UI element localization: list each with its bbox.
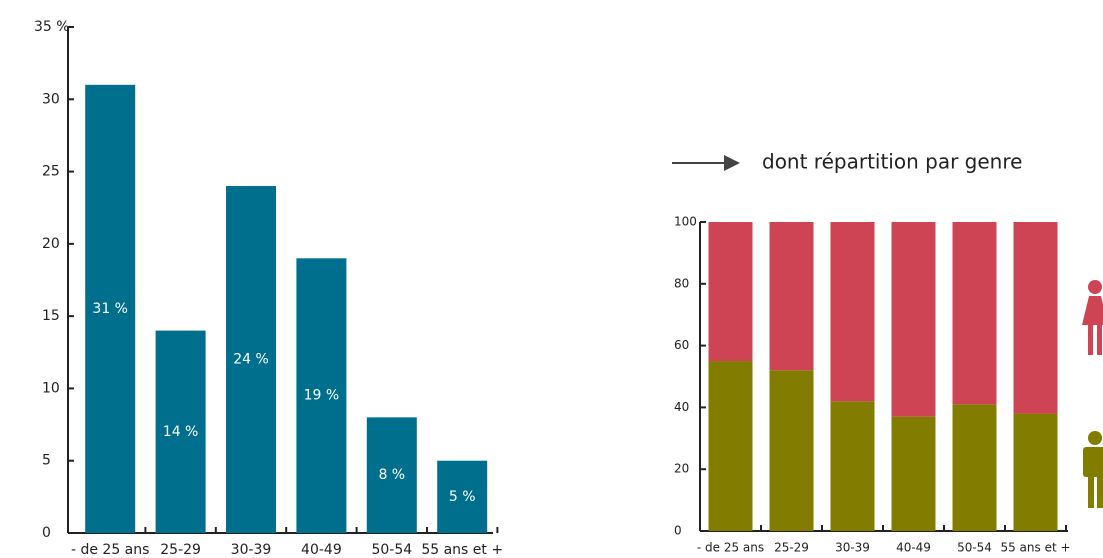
y-tick-label: 20 bbox=[674, 462, 689, 476]
bar-segment bbox=[708, 361, 753, 531]
x-tick-label: 55 ans et + bbox=[1000, 541, 1070, 555]
bar bbox=[155, 330, 206, 533]
bar-segment bbox=[1013, 413, 1058, 531]
y-tick-label: 20 bbox=[42, 236, 60, 252]
bar-segment bbox=[769, 370, 814, 531]
y-tick-label: 15 bbox=[42, 308, 60, 324]
x-tick-label: 55 ans et + bbox=[421, 542, 503, 558]
bar bbox=[296, 258, 347, 533]
value-label: 8 % bbox=[378, 467, 405, 483]
bar-segment bbox=[830, 401, 875, 531]
bar-segment bbox=[769, 222, 814, 371]
bar-segment bbox=[952, 222, 997, 405]
y-tick-label: 5 bbox=[42, 453, 51, 469]
x-tick-label: 30-39 bbox=[231, 542, 272, 558]
x-tick-label: 30-39 bbox=[835, 541, 870, 555]
x-tick-label: 25-29 bbox=[774, 541, 809, 555]
y-tick-label: 10 bbox=[42, 380, 60, 396]
y-tick-label: 100 bbox=[674, 215, 697, 229]
x-tick-label: 50-54 bbox=[957, 541, 992, 555]
male-icon bbox=[1083, 431, 1103, 508]
x-tick-label: 40-49 bbox=[896, 541, 931, 555]
bar-segment bbox=[708, 222, 753, 362]
arrow bbox=[672, 155, 740, 171]
y-tick-label: 0 bbox=[674, 524, 682, 538]
x-tick-label: - de 25 ans bbox=[697, 541, 764, 555]
y-tick-label: 0 bbox=[42, 525, 51, 541]
bar bbox=[85, 84, 136, 533]
y-tick-label: 35 % bbox=[34, 19, 70, 35]
bar bbox=[437, 460, 488, 533]
y-tick-label: 40 bbox=[674, 400, 689, 414]
y-tick-label: 25 bbox=[42, 164, 60, 180]
bar-segment bbox=[1013, 222, 1058, 414]
x-tick-label: - de 25 ans bbox=[71, 542, 149, 558]
value-label: 31 % bbox=[92, 301, 128, 317]
y-tick-label: 30 bbox=[42, 91, 60, 107]
bar-segment bbox=[891, 416, 936, 531]
x-tick-label: 50-54 bbox=[371, 542, 412, 558]
y-tick-label: 60 bbox=[674, 338, 689, 352]
female-icon bbox=[1082, 280, 1103, 355]
x-tick-label: 40-49 bbox=[301, 542, 342, 558]
bar-segment bbox=[891, 222, 936, 417]
value-label: 14 % bbox=[163, 424, 199, 440]
bar-segment bbox=[952, 404, 997, 531]
x-tick-label: 25-29 bbox=[160, 542, 201, 558]
y-tick-label: 80 bbox=[674, 276, 689, 290]
bar bbox=[366, 417, 417, 533]
bar-segment bbox=[830, 222, 875, 402]
value-label: 19 % bbox=[304, 388, 340, 404]
annotation: dont répartition par genre bbox=[762, 150, 1022, 174]
value-label: 24 % bbox=[233, 352, 269, 368]
value-label: 5 % bbox=[449, 489, 476, 505]
bar bbox=[226, 186, 276, 533]
